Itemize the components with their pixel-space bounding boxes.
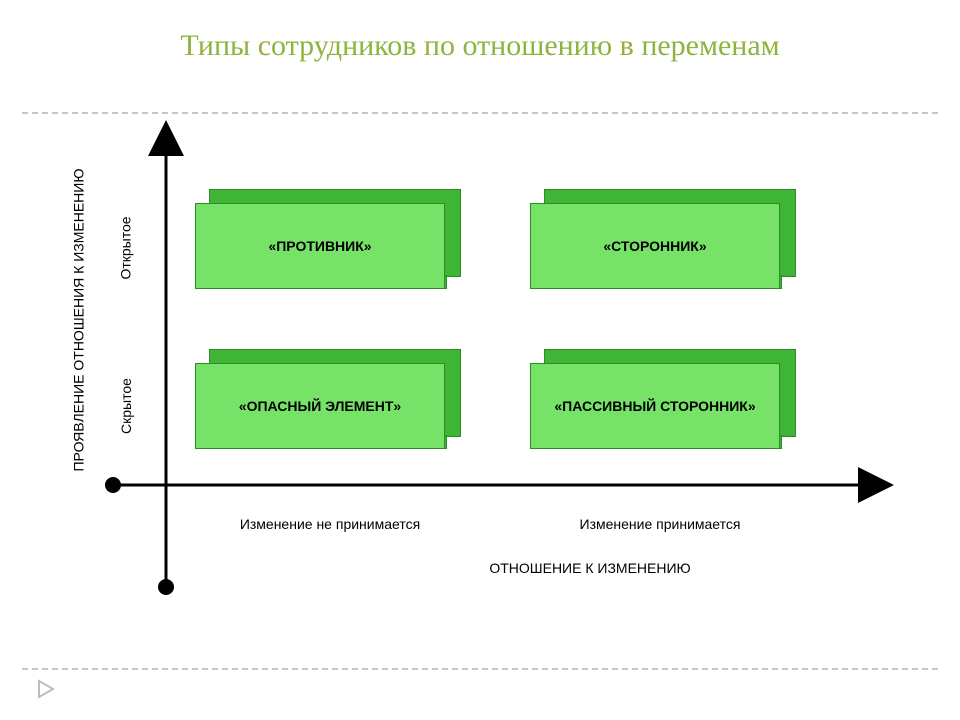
- y-tick-hidden-text: Скрытое: [118, 378, 134, 434]
- quadrant-box-2: «ОПАСНЫЙ ЭЛЕМЕНТ»: [195, 349, 459, 449]
- y-tick-hidden: Скрытое: [116, 346, 136, 466]
- y-axis-title-text: ПРОЯВЛЕНИЕ ОТНОШЕНИЯ К ИЗМЕНЕНИЮ: [70, 168, 86, 471]
- x-tick-accept: Изменение принимается: [530, 516, 790, 532]
- quadrant-label-1: «СТОРОННИК»: [530, 203, 780, 289]
- quadrant-label-0: «ПРОТИВНИК»: [195, 203, 445, 289]
- x-axis-title: ОТНОШЕНИЕ К ИЗМЕНЕНИЮ: [390, 560, 790, 576]
- chevron-icon: [36, 678, 58, 700]
- y-axis-title: ПРОЯВЛЕНИЕ ОТНОШЕНИЯ К ИЗМЕНЕНИЮ: [68, 170, 88, 470]
- quadrant-box-0: «ПРОТИВНИК»: [195, 189, 459, 289]
- y-tick-open: Открытое: [116, 188, 136, 308]
- quadrant-label-3: «ПАССИВНЫЙ СТОРОННИК»: [530, 363, 780, 449]
- quadrant-label-2: «ОПАСНЫЙ ЭЛЕМЕНТ»: [195, 363, 445, 449]
- y-tick-open-text: Открытое: [118, 216, 134, 279]
- quadrant-box-3: «ПАССИВНЫЙ СТОРОННИК»: [530, 349, 794, 449]
- quadrant-box-1: «СТОРОННИК»: [530, 189, 794, 289]
- axes-arrows: [0, 0, 960, 720]
- x-tick-reject: Изменение не принимается: [200, 516, 460, 532]
- slide: Типы сотрудников по отношению в перемена…: [0, 0, 960, 720]
